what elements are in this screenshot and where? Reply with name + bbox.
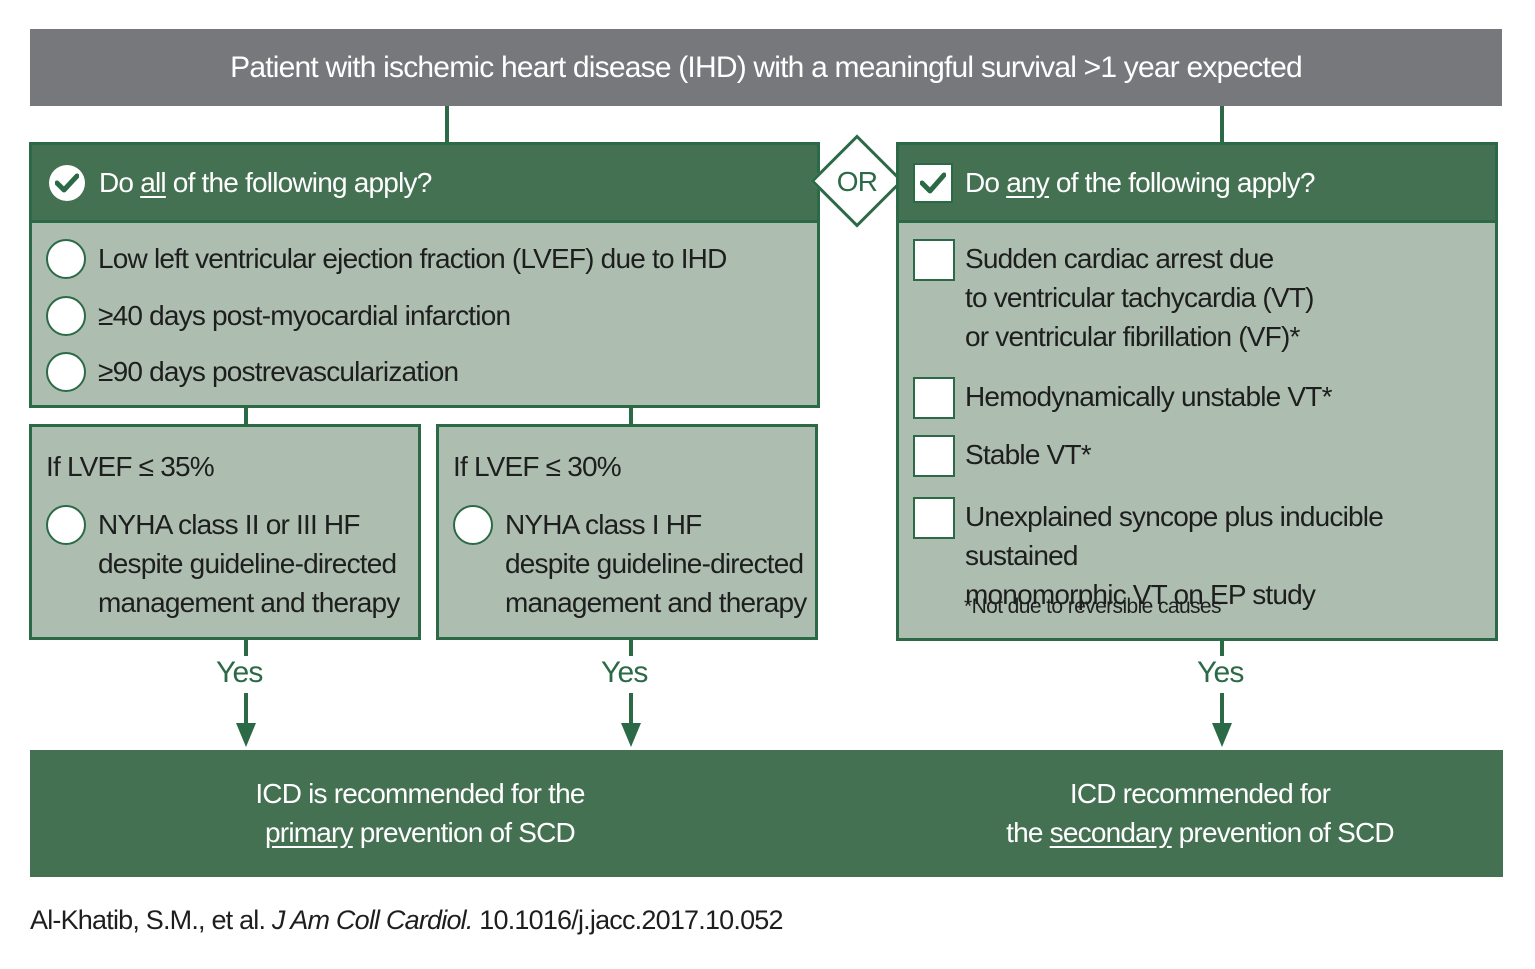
- connector-lvef35: [244, 408, 248, 426]
- right-panel-header: Do any of the following apply?: [899, 145, 1495, 223]
- secondary-recommendation: ICD recommended for the secondary preven…: [1006, 778, 1394, 848]
- left-panel-title-emphasis: all: [140, 166, 166, 198]
- top-banner-text: Patient with ischemic heart disease (IHD…: [230, 50, 1303, 84]
- yes-line-mid-bottom: [629, 693, 633, 725]
- primary-emphasis: primary: [265, 817, 354, 848]
- left-criteria-panel: Do all of the following apply? Low left …: [29, 142, 820, 408]
- left-item-3: ≥90 days postrevascularization: [46, 352, 459, 392]
- connector-right: [1220, 106, 1224, 144]
- right-item-4: Unexplained syncope plus inducible susta…: [913, 497, 1495, 614]
- left-item-3-text: ≥90 days postrevascularization: [98, 356, 459, 387]
- arrow-down-icon: [1212, 723, 1232, 747]
- yes-line-mid-top: [629, 640, 633, 656]
- lvef35-item: NYHA class II or III HF despite guidelin…: [46, 505, 400, 622]
- lvef35-title: If LVEF ≤ 35%: [46, 451, 215, 482]
- connector-lvef30: [629, 408, 633, 426]
- checkbox-square-icon: [913, 435, 955, 477]
- yes-label-left: Yes: [216, 656, 263, 689]
- left-item-2: ≥40 days post-myocardial infarction: [46, 296, 511, 336]
- citation-authors: Al-Khatib, S.M., et al.: [30, 905, 266, 935]
- yes-line-right-bottom: [1220, 693, 1224, 725]
- primary-recommendation: ICD is recommended for the primary preve…: [255, 778, 585, 848]
- right-item-4-text: Unexplained syncope plus inducible susta…: [965, 501, 1384, 610]
- radio-circle-icon: [46, 296, 86, 336]
- right-panel-title: Do any of the following apply?: [965, 166, 1315, 198]
- citation: Al-Khatib, S.M., et al. J Am Coll Cardio…: [30, 905, 784, 936]
- citation-doi: 10.1016/j.jacc.2017.10.052: [479, 905, 783, 935]
- lvef35-box: If LVEF ≤ 35% NYHA class II or III HF de…: [29, 424, 421, 640]
- check-square-icon: [913, 162, 953, 203]
- lvef30-item: NYHA class I HF despite guideline-direct…: [453, 505, 807, 622]
- left-item-1: Low left ventricular ejection fraction (…: [46, 239, 727, 279]
- right-item-3: Stable VT*: [913, 435, 1092, 477]
- radio-circle-icon: [46, 352, 86, 392]
- citation-journal: J Am Coll Cardiol.: [271, 905, 473, 935]
- lvef30-box: If LVEF ≤ 30% NYHA class I HF despite gu…: [436, 424, 818, 640]
- checkbox-square-icon: [913, 377, 955, 419]
- right-panel-title-emphasis: any: [1006, 166, 1050, 198]
- check-circle-icon: [49, 164, 85, 201]
- checkbox-square-icon: [913, 239, 955, 281]
- yes-line-right-top: [1220, 641, 1224, 656]
- right-footnote: *Not due to reversible causes: [964, 595, 1222, 618]
- arrow-down-icon: [236, 723, 256, 747]
- right-criteria-panel: Do any of the following apply? Sudden ca…: [896, 142, 1498, 641]
- top-banner: Patient with ischemic heart disease (IHD…: [30, 29, 1502, 106]
- right-item-2: Hemodynamically unstable VT*: [913, 377, 1332, 419]
- radio-circle-icon: [453, 505, 493, 545]
- yes-label-right: Yes: [1197, 656, 1244, 689]
- left-item-2-text: ≥40 days post-myocardial infarction: [98, 300, 511, 331]
- right-item-1: Sudden cardiac arrest due to ventricular…: [913, 239, 1314, 356]
- left-item-1-text: Low left ventricular ejection fraction (…: [98, 243, 727, 274]
- yes-line-left-top: [244, 640, 248, 656]
- right-item-2-text: Hemodynamically unstable VT*: [965, 381, 1332, 412]
- right-item-1-text: Sudden cardiac arrest due to ventricular…: [965, 243, 1314, 352]
- recommendation-bar: ICD is recommended for the primary preve…: [30, 750, 1503, 877]
- lvef35-item-text: NYHA class II or III HF despite guidelin…: [98, 509, 400, 618]
- yes-line-left-bottom: [244, 693, 248, 725]
- right-item-3-text: Stable VT*: [965, 439, 1092, 470]
- radio-circle-icon: [46, 239, 86, 279]
- connector-left: [445, 106, 449, 144]
- lvef30-item-text: NYHA class I HF despite guideline-direct…: [505, 509, 807, 618]
- left-panel-title: Do all of the following apply?: [99, 166, 432, 198]
- lvef30-title: If LVEF ≤ 30%: [453, 451, 622, 482]
- left-panel-header: Do all of the following apply?: [32, 145, 817, 223]
- arrow-down-icon: [621, 723, 641, 747]
- or-label: OR: [836, 166, 878, 197]
- checkbox-square-icon: [913, 497, 955, 539]
- radio-circle-icon: [46, 505, 86, 545]
- yes-label-middle: Yes: [601, 656, 648, 689]
- secondary-emphasis: secondary: [1049, 817, 1173, 848]
